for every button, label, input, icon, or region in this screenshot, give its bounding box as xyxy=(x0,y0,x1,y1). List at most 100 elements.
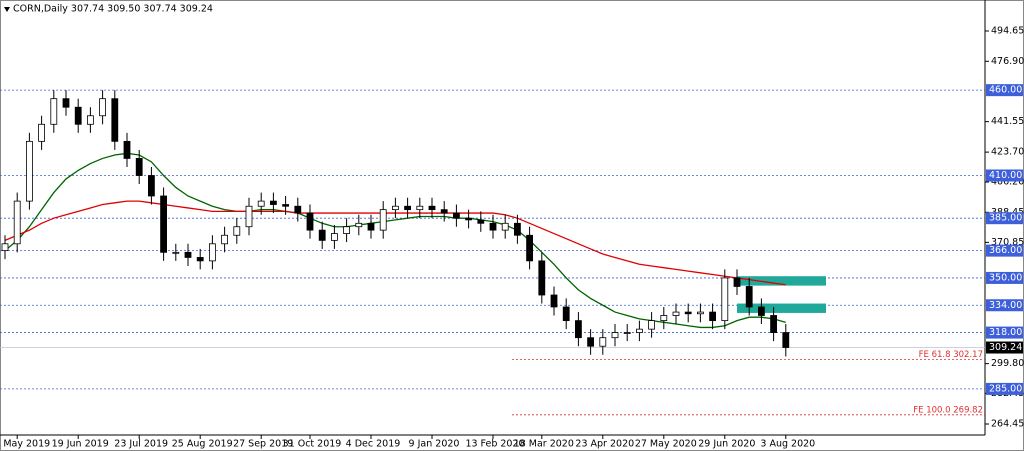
candle-body xyxy=(282,204,290,207)
x-tick-label: 13 Feb 2020 xyxy=(465,439,524,450)
level-label-box xyxy=(986,326,1023,339)
candle-body xyxy=(404,205,412,211)
x-tick-label: 18 Mar 2020 xyxy=(514,439,574,450)
candle-body xyxy=(74,106,82,125)
candle-body xyxy=(306,212,314,231)
candle-body xyxy=(318,229,326,241)
candle-body xyxy=(745,286,753,308)
candle-body xyxy=(269,200,277,205)
candle-body xyxy=(62,98,70,108)
fib-label: FE 61.8 302.17 xyxy=(919,350,983,360)
candle-body xyxy=(87,115,94,125)
candle-body xyxy=(221,234,229,245)
level-label: 334.00 xyxy=(989,300,1022,311)
candle-body xyxy=(489,222,497,231)
candle-body xyxy=(160,195,168,253)
candle-body xyxy=(697,311,704,315)
candle-body xyxy=(611,332,619,339)
candle-body xyxy=(782,332,790,348)
candle-body xyxy=(660,315,668,322)
level-label: 318.00 xyxy=(989,327,1022,338)
candle-body xyxy=(135,158,143,176)
level-label-box xyxy=(986,169,1023,182)
candle-body xyxy=(501,222,509,231)
candle-body xyxy=(245,205,253,228)
candle-body xyxy=(623,332,631,334)
level-label-box xyxy=(986,212,1023,225)
candle-body xyxy=(50,98,58,125)
candle-body xyxy=(196,257,204,262)
level-label-box xyxy=(986,244,1023,257)
x-tick-label: 23 Jul 2019 xyxy=(114,439,168,450)
candle-body xyxy=(184,251,192,258)
level-label: 410.00 xyxy=(989,170,1022,181)
zone xyxy=(737,303,826,313)
candle-body xyxy=(111,98,119,142)
y-tick-label: 423.70 xyxy=(991,147,1024,158)
candle-body xyxy=(550,294,558,308)
x-tick-label: 23 Apr 2020 xyxy=(575,439,634,450)
candle-body xyxy=(233,226,241,236)
candle-body xyxy=(672,311,680,316)
candle-body xyxy=(1,243,9,252)
level-label: 385.00 xyxy=(989,213,1022,224)
price-label: 309.24 xyxy=(989,342,1022,353)
candle-body xyxy=(330,233,338,241)
zone xyxy=(737,276,826,286)
x-tick-label: 4 Dec 2019 xyxy=(346,439,401,450)
candle-body xyxy=(477,219,485,224)
candle-body xyxy=(440,209,448,214)
y-tick-label: 264.45 xyxy=(991,418,1024,429)
candle-body xyxy=(99,98,106,117)
price-label-box xyxy=(986,341,1023,354)
candle-body xyxy=(123,140,131,159)
fib-label: FE 100.0 269.82 xyxy=(913,405,983,415)
y-tick-label: 441.55 xyxy=(991,116,1024,127)
y-tick-label: 406.20 xyxy=(991,176,1024,187)
level-label-box xyxy=(986,382,1023,395)
level-label: 285.00 xyxy=(989,383,1022,394)
candle-body xyxy=(758,306,765,316)
level-label-box xyxy=(986,84,1023,97)
candle-body xyxy=(465,217,473,221)
y-tick-label: 494.65 xyxy=(991,25,1024,36)
chart-title: CORN,Daily 307.74 309.50 307.74 309.24 xyxy=(13,4,213,15)
x-tick-label: 27 Sep 2019 xyxy=(233,439,293,450)
candle-body xyxy=(391,205,399,211)
candle-body xyxy=(25,140,33,202)
moving-average xyxy=(4,152,786,329)
x-tick-label: 3 Aug 2020 xyxy=(760,439,815,450)
menu-arrow[interactable] xyxy=(4,7,10,12)
candle-body xyxy=(379,209,387,231)
candle-body xyxy=(172,251,180,254)
y-tick-label: 299.80 xyxy=(991,358,1024,369)
y-tick-label: 370.85 xyxy=(991,237,1024,248)
candle-body xyxy=(648,320,655,330)
candle-body xyxy=(38,123,45,142)
level-label: 350.00 xyxy=(989,272,1022,283)
candle-body xyxy=(733,277,741,287)
candle-body xyxy=(562,306,570,322)
candle-body xyxy=(208,243,216,262)
candle-body xyxy=(428,205,436,211)
candle-body xyxy=(770,315,777,333)
x-tick-label: 15 May 2019 xyxy=(0,439,50,450)
candle-body xyxy=(721,277,729,322)
candle-body xyxy=(599,337,607,347)
candle-body xyxy=(452,212,460,219)
candle-body xyxy=(343,226,351,234)
x-tick-label: 9 Jan 2020 xyxy=(409,439,460,450)
candle-body xyxy=(514,222,521,236)
candle-body xyxy=(13,200,21,245)
x-tick-label: 29 Jun 2020 xyxy=(698,439,755,450)
candle-body xyxy=(294,205,302,214)
level-label-box xyxy=(986,299,1023,312)
level-label-box xyxy=(986,271,1023,284)
level-label: 366.00 xyxy=(989,245,1022,256)
y-tick-label: 476.90 xyxy=(991,56,1024,67)
x-tick-label: 27 May 2020 xyxy=(635,439,697,450)
candle-body xyxy=(416,205,424,211)
x-tick-label: 31 Oct 2019 xyxy=(283,439,342,450)
